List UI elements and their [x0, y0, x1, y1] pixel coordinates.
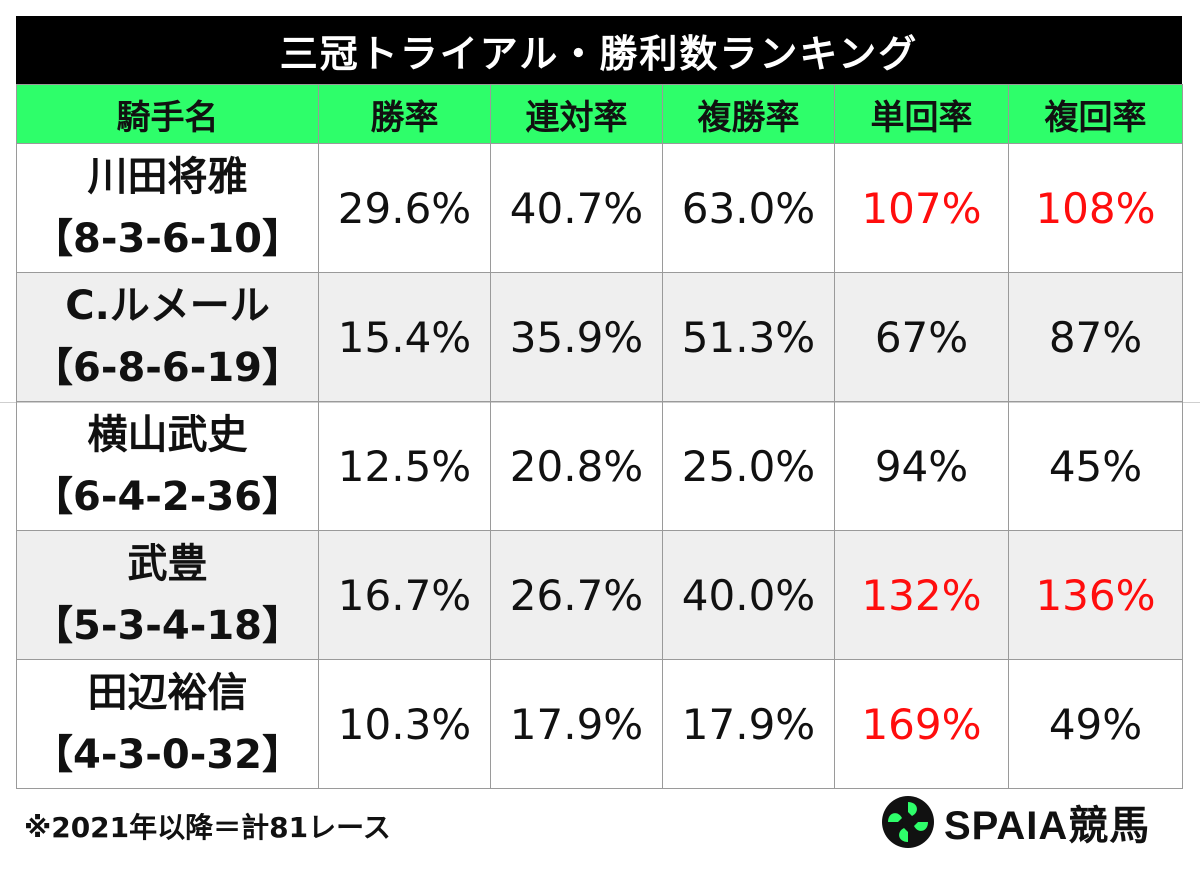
win-rate-cell: 15.4%	[318, 272, 491, 402]
header-row: 騎手名 勝率 連対率 複勝率 単回率 複回率	[16, 84, 1183, 144]
quinella-rate-cell: 40.7%	[490, 143, 663, 273]
jockey-name: 田辺裕信	[87, 670, 248, 716]
brand-name: SPAIA競馬	[944, 804, 1151, 848]
jockey-record: 【4-3-0-32】	[33, 732, 302, 778]
win-return-cell: 169%	[834, 659, 1009, 789]
show-rate-cell: 25.0%	[662, 401, 835, 531]
ranking-table: 騎手名 勝率 連対率 複勝率 単回率 複回率 川田将雅 【8-3-6-10】 2…	[16, 84, 1183, 789]
table-row: 武豊 【5-3-4-18】 16.7% 26.7% 40.0% 132% 136…	[16, 530, 1183, 660]
quinella-rate-cell: 20.8%	[490, 401, 663, 531]
show-rate-cell: 51.3%	[662, 272, 835, 402]
quinella-rate-cell: 26.7%	[490, 530, 663, 660]
jockey-cell: 川田将雅 【8-3-6-10】	[16, 143, 319, 273]
header-show-rate: 複勝率	[662, 84, 835, 144]
jockey-record: 【6-4-2-36】	[33, 474, 302, 520]
brand-logo: SPAIA競馬	[880, 794, 1150, 850]
table-row: 田辺裕信 【4-3-0-32】 10.3% 17.9% 17.9% 169% 4…	[16, 659, 1183, 789]
show-rate-cell: 40.0%	[662, 530, 835, 660]
quinella-rate-cell: 17.9%	[490, 659, 663, 789]
jockey-cell: 横山武史 【6-4-2-36】	[16, 401, 319, 531]
header-win-return: 単回率	[834, 84, 1009, 144]
jockey-name: 横山武史	[87, 412, 248, 458]
show-return-cell: 45%	[1008, 401, 1183, 531]
show-return-cell: 136%	[1008, 530, 1183, 660]
win-return-cell: 132%	[834, 530, 1009, 660]
jockey-record: 【5-3-4-18】	[33, 603, 302, 649]
win-rate-cell: 29.6%	[318, 143, 491, 273]
footnote: ※2021年以降＝計81レース	[24, 811, 391, 844]
header-jockey: 騎手名	[16, 84, 319, 144]
win-rate-cell: 10.3%	[318, 659, 491, 789]
jockey-name: 川田将雅	[87, 154, 248, 200]
show-rate-cell: 63.0%	[662, 143, 835, 273]
jockey-name: 武豊	[127, 541, 208, 587]
spaia-logo-icon	[882, 796, 934, 848]
quinella-rate-cell: 35.9%	[490, 272, 663, 402]
win-return-cell: 94%	[834, 401, 1009, 531]
table-row: C.ルメール 【6-8-6-19】 15.4% 35.9% 51.3% 67% …	[16, 272, 1183, 402]
win-return-cell: 107%	[834, 143, 1009, 273]
show-rate-cell: 17.9%	[662, 659, 835, 789]
jockey-cell: C.ルメール 【6-8-6-19】	[16, 272, 319, 402]
header-show-return: 複回率	[1008, 84, 1183, 144]
header-quinella-rate: 連対率	[490, 84, 663, 144]
win-return-cell: 67%	[834, 272, 1009, 402]
table-title: 三冠トライアル・勝利数ランキング	[16, 16, 1182, 84]
win-rate-cell: 12.5%	[318, 401, 491, 531]
jockey-cell: 武豊 【5-3-4-18】	[16, 530, 319, 660]
jockey-record: 【6-8-6-19】	[33, 345, 302, 391]
show-return-cell: 108%	[1008, 143, 1183, 273]
show-return-cell: 49%	[1008, 659, 1183, 789]
show-return-cell: 87%	[1008, 272, 1183, 402]
jockey-name: C.ルメール	[65, 283, 270, 329]
jockey-record: 【8-3-6-10】	[33, 216, 302, 262]
jockey-cell: 田辺裕信 【4-3-0-32】	[16, 659, 319, 789]
header-win-rate: 勝率	[318, 84, 491, 144]
table-row: 川田将雅 【8-3-6-10】 29.6% 40.7% 63.0% 107% 1…	[16, 143, 1183, 273]
ranking-table-container: 三冠トライアル・勝利数ランキング 騎手名 勝率 連対率 複勝率 単回率 複回率 …	[16, 16, 1183, 789]
win-rate-cell: 16.7%	[318, 530, 491, 660]
table-row: 横山武史 【6-4-2-36】 12.5% 20.8% 25.0% 94% 45…	[16, 401, 1183, 531]
